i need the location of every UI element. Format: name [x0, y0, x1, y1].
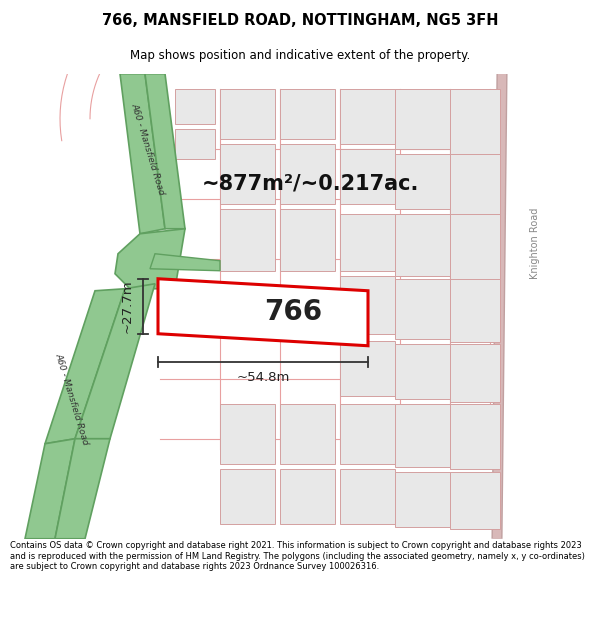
Bar [395, 472, 450, 527]
Text: Knighton Road: Knighton Road [530, 208, 540, 279]
Polygon shape [115, 229, 185, 289]
Bar [340, 214, 395, 271]
Polygon shape [158, 279, 368, 346]
Polygon shape [145, 74, 185, 229]
Text: Contains OS data © Crown copyright and database right 2021. This information is : Contains OS data © Crown copyright and d… [10, 541, 585, 571]
Bar [395, 279, 450, 339]
Bar [450, 214, 500, 279]
Polygon shape [75, 284, 155, 439]
Bar [340, 341, 395, 396]
Polygon shape [45, 289, 125, 444]
Bar [395, 214, 450, 276]
Bar [450, 279, 500, 342]
Bar [175, 129, 215, 159]
Bar [395, 344, 450, 399]
Polygon shape [150, 254, 220, 271]
Bar [280, 209, 335, 271]
Bar [175, 89, 215, 124]
Bar [450, 344, 500, 402]
Text: ~54.8m: ~54.8m [236, 371, 290, 384]
Bar [220, 144, 275, 204]
Bar [395, 89, 450, 149]
Text: A60 - Mansfield Road: A60 - Mansfield Road [130, 102, 166, 196]
Text: ~877m²/~0.217ac.: ~877m²/~0.217ac. [202, 174, 419, 194]
Bar [280, 89, 335, 139]
Bar [280, 469, 335, 524]
Bar [220, 404, 275, 464]
Bar [450, 89, 500, 154]
Polygon shape [25, 439, 75, 539]
Bar [280, 144, 335, 204]
Bar [395, 404, 450, 467]
Text: 766, MANSFIELD ROAD, NOTTINGHAM, NG5 3FH: 766, MANSFIELD ROAD, NOTTINGHAM, NG5 3FH [102, 13, 498, 28]
Bar [220, 89, 275, 139]
Bar [340, 149, 395, 204]
Bar [340, 276, 395, 334]
Bar [220, 469, 275, 524]
Text: 766: 766 [264, 298, 322, 326]
Bar [450, 154, 500, 214]
Bar [450, 472, 500, 529]
Bar [220, 209, 275, 271]
Bar [340, 89, 395, 144]
Bar [450, 404, 500, 469]
Bar [340, 404, 395, 464]
Bar [280, 404, 335, 464]
Polygon shape [55, 439, 110, 539]
Text: ~27.7m: ~27.7m [121, 279, 133, 333]
Text: A60 - Mansfield Road: A60 - Mansfield Road [54, 352, 90, 446]
Text: Map shows position and indicative extent of the property.: Map shows position and indicative extent… [130, 49, 470, 62]
Bar [395, 154, 450, 209]
Bar [340, 469, 395, 524]
Polygon shape [120, 74, 165, 234]
